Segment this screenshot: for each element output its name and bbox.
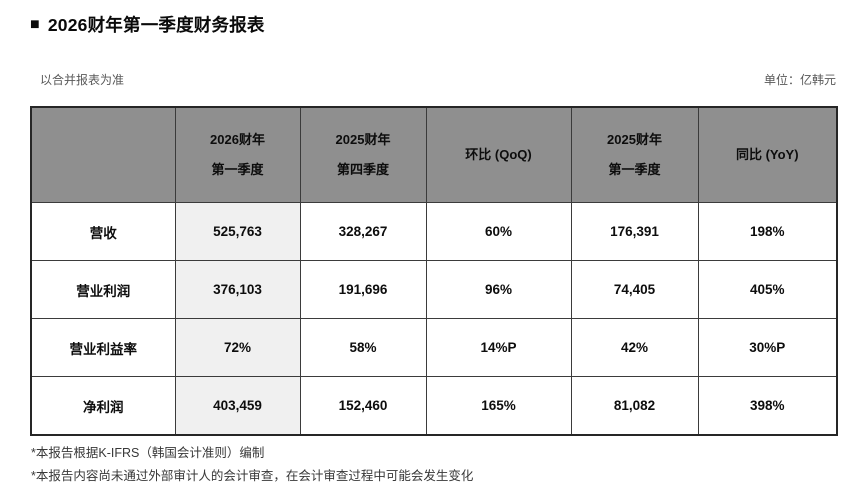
meta-row: 以合并报表为准 单位：亿韩元 (30, 71, 836, 88)
footnote-kifrs: *本报告根据K-IFRS（韩国会计准则）编制 (31, 446, 265, 460)
page-title: ■ 2026财年第一季度财务报表 (30, 12, 836, 37)
table-row-net-profit: 净利润 403,459 152,460 165% 81,082 398% (30, 376, 838, 436)
table-cell: 14%P (425, 318, 572, 377)
table-cell: 74,405 (570, 260, 699, 319)
column-header-qoq: 环比 (QoQ) (425, 106, 572, 203)
column-header-fy2025-q4: 2025财年 第四季度 (299, 106, 427, 203)
table-cell: 191,696 (299, 260, 427, 319)
footnotes: *本报告根据K-IFRS（韩国会计准则）编制 *本报告内容尚未通过外部审计人的会… (30, 442, 836, 487)
table-cell: 328,267 (299, 202, 427, 261)
table-row-operating-profit: 营业利润 376,103 191,696 96% 74,405 405% (30, 260, 838, 319)
table-cell: 81,082 (570, 376, 699, 436)
table-cell: 72% (174, 318, 301, 377)
column-header-fy2026-q1: 2026财年 第一季度 (174, 106, 301, 203)
table-cell: 96% (425, 260, 572, 319)
row-label: 营业利润 (30, 260, 176, 319)
table-cell: 30%P (697, 318, 838, 377)
unit-label: 单位：亿韩元 (763, 73, 836, 87)
table-cell: 58% (299, 318, 427, 377)
row-label: 净利润 (30, 376, 176, 436)
column-header-fy2025-q1: 2025财年 第一季度 (570, 106, 699, 203)
financial-table: 2026财年 第一季度 2025财年 第四季度 环比 (QoQ) 2025财年 … (30, 106, 838, 436)
page-title-text: 2026财年第一季度财务报表 (47, 15, 265, 35)
table-cell: 376,103 (174, 260, 301, 319)
row-label: 营业利益率 (30, 318, 176, 377)
footnote-unaudited: *本报告内容尚未通过外部审计人的会计审查，在会计审查过程中可能会发生变化 (31, 468, 474, 483)
square-bullet-icon: ■ (30, 15, 40, 33)
table-header-row: 2026财年 第一季度 2025财年 第四季度 环比 (QoQ) 2025财年 … (30, 106, 838, 203)
column-header-yoy: 同比 (YoY) (697, 106, 838, 203)
table-row-revenue: 营收 525,763 328,267 60% 176,391 198% (30, 202, 838, 261)
table-cell: 176,391 (570, 202, 699, 261)
table-row-operating-margin: 营业利益率 72% 58% 14%P 42% 30%P (30, 318, 838, 377)
table-cell: 152,460 (299, 376, 427, 436)
table-cell: 525,763 (174, 202, 301, 261)
table-cell: 198% (697, 202, 838, 261)
scope-note: 以合并报表为准 (40, 73, 125, 87)
table-cell: 398% (697, 376, 838, 436)
table-cell: 405% (697, 260, 838, 319)
table-cell: 42% (570, 318, 699, 377)
column-header-blank (30, 106, 176, 203)
table-cell: 165% (425, 376, 572, 436)
row-label: 营收 (30, 202, 176, 261)
table-cell: 60% (425, 202, 572, 261)
table-cell: 403,459 (174, 376, 301, 436)
